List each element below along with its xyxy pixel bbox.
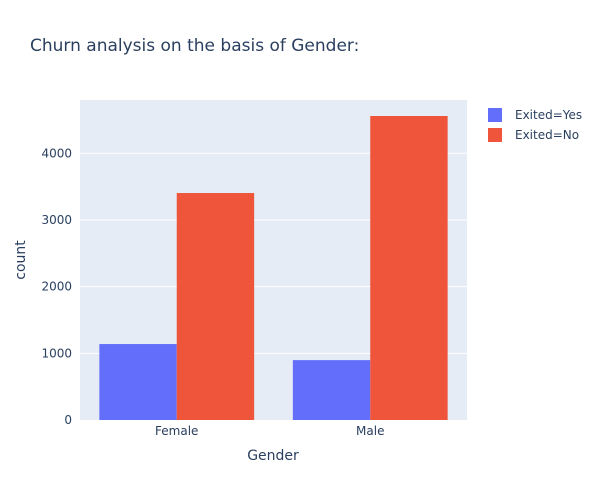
y-tick-label: 2000 (41, 280, 72, 294)
bar-exited-yes-male[interactable] (292, 360, 371, 420)
x-tick-label: Female (155, 424, 198, 438)
bar-exited-no-female[interactable] (176, 193, 255, 420)
y-tick-label: 1000 (41, 346, 72, 360)
x-tick-label: Male (356, 424, 384, 438)
legend-label: Exited=Yes (515, 108, 582, 122)
y-tick-label: 4000 (41, 146, 72, 160)
legend[interactable]: Exited=Yes Exited=No (488, 108, 582, 142)
y-tick-label: 3000 (41, 213, 72, 227)
bar-exited-no-male[interactable] (370, 116, 448, 421)
x-axis-ticks: Female Male (155, 424, 384, 438)
legend-swatch (488, 108, 502, 122)
legend-item[interactable]: Exited=Yes (488, 108, 582, 122)
y-tick-label: 0 (64, 413, 72, 427)
legend-swatch (488, 128, 502, 142)
chart-title: Churn analysis on the basis of Gender: (30, 36, 359, 56)
legend-item[interactable]: Exited=No (488, 128, 579, 142)
y-axis-ticks: 0 1000 2000 3000 4000 (41, 146, 72, 427)
legend-label: Exited=No (515, 128, 579, 142)
y-axis-title: count (13, 240, 29, 280)
x-axis-title: Gender (247, 448, 299, 464)
bars[interactable] (99, 116, 448, 421)
bar-exited-yes-female[interactable] (99, 344, 177, 420)
